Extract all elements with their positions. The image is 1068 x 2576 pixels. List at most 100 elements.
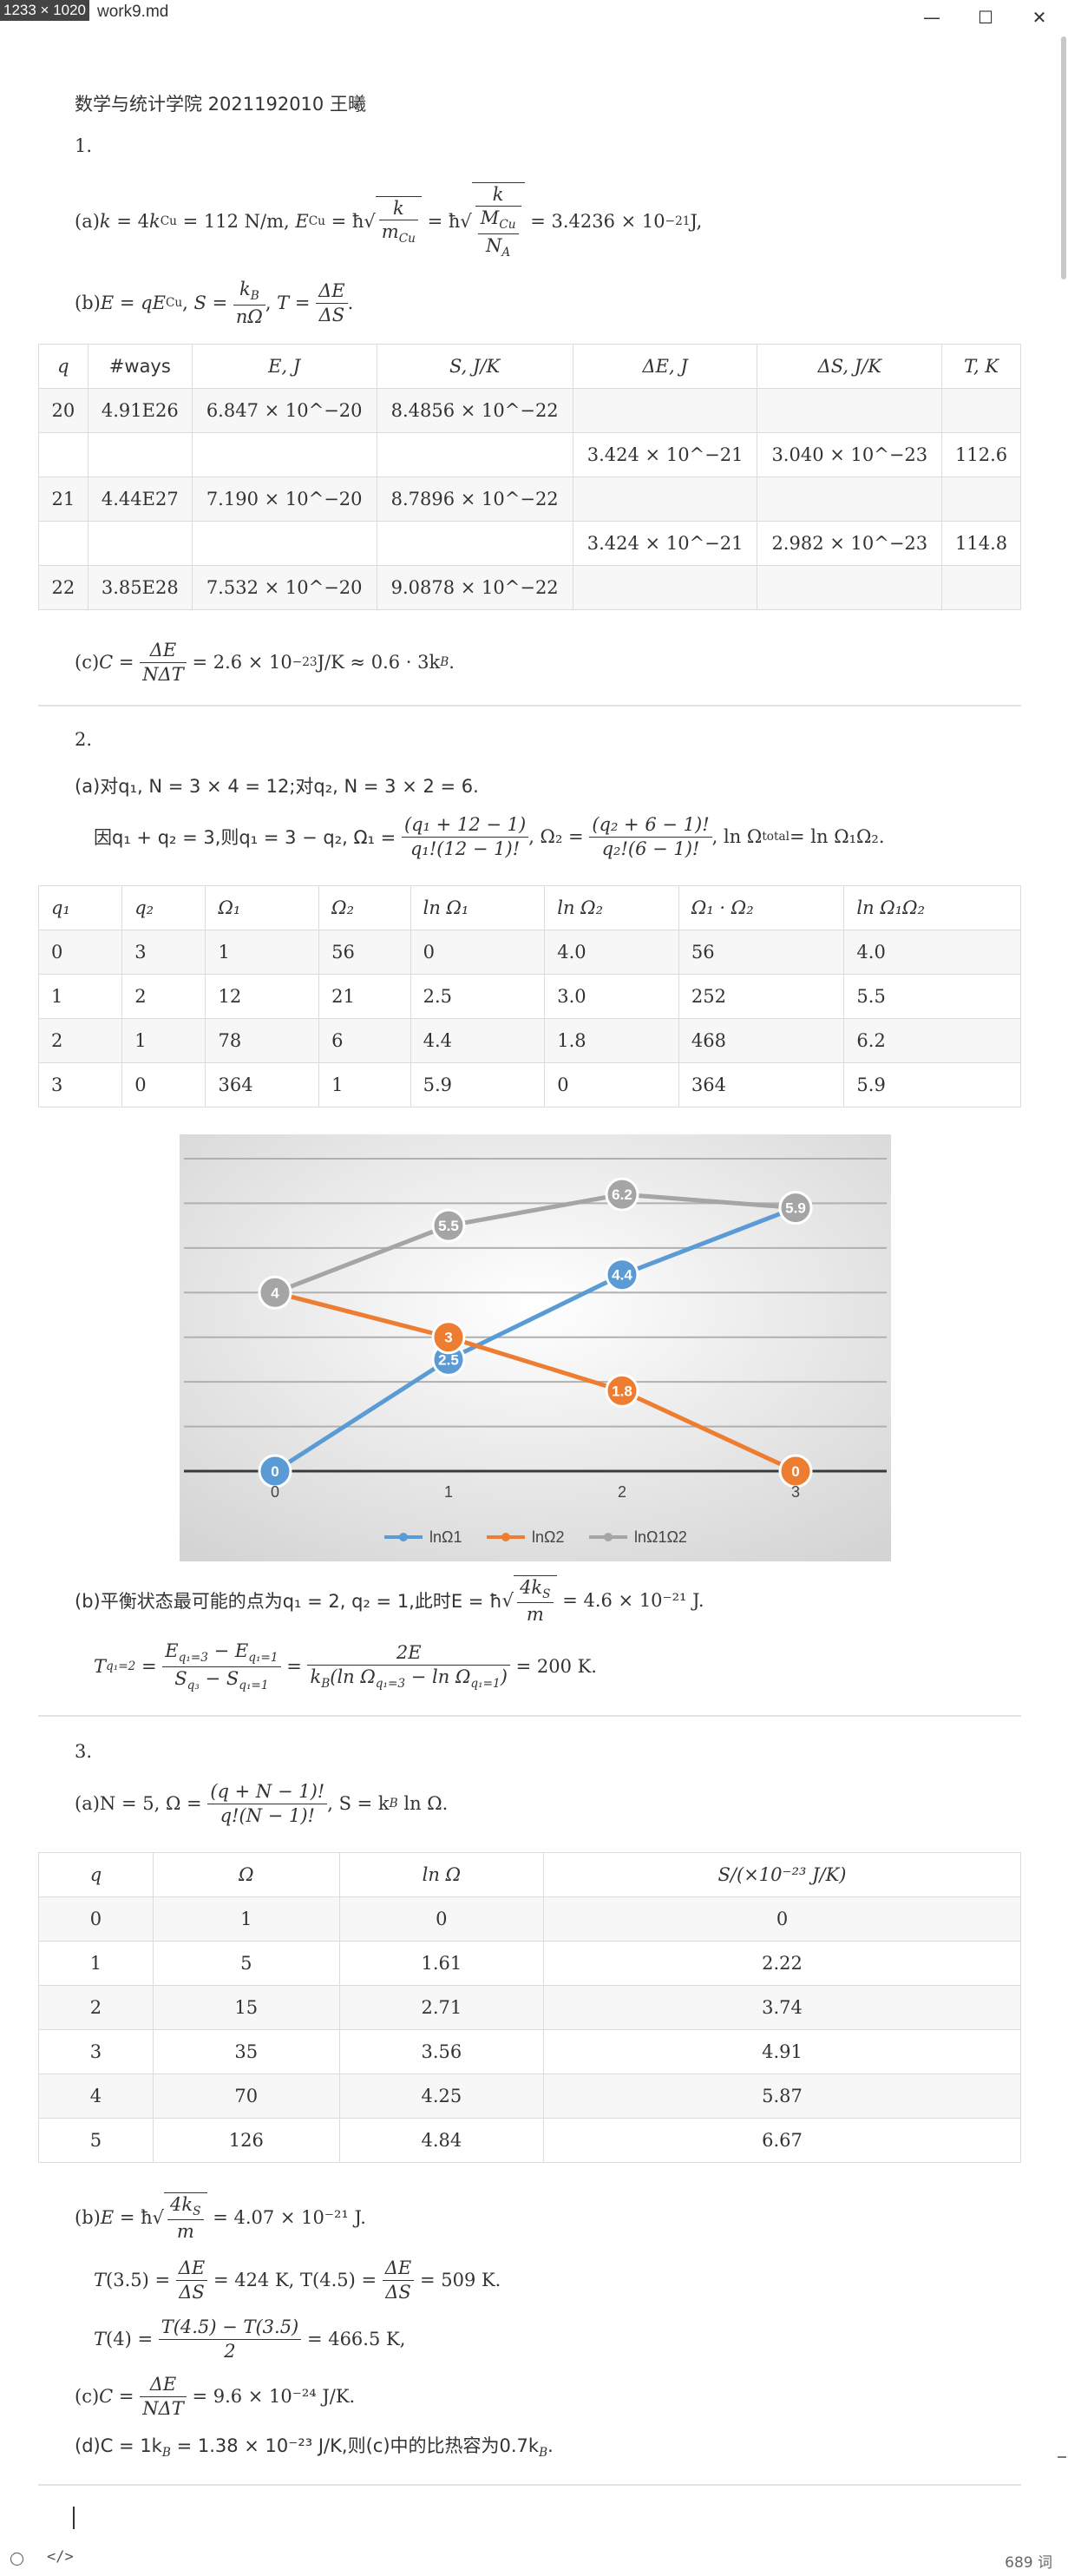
table-cell: 8.4856 × 10^−22 — [376, 388, 573, 433]
table-cell: 0 — [410, 930, 546, 975]
data-label: 5.5 — [438, 1218, 459, 1234]
table-row: 4 70 4.25 5.87 — [38, 2073, 1021, 2119]
formula-3t: T (3.5) = ΔE ΔS = 424 K, T(4.5) = ΔE ΔS = 5… — [94, 2257, 501, 2303]
table-cell: 4.44E27 — [87, 476, 193, 522]
table-cell: 4.25 — [338, 2073, 545, 2119]
table-cell: 126 — [152, 2118, 340, 2163]
table-cell: 4.91 — [543, 2029, 1021, 2074]
table-cell — [376, 521, 573, 566]
table-row: 5 126 4.84 6.67 — [38, 2118, 1021, 2163]
table-cell: 35 — [152, 2029, 340, 2074]
size-badge: 1233 × 1020 — [0, 0, 90, 21]
table-row: 0 3 1 56 0 4.0 56 4.0 — [37, 930, 1021, 975]
text-3d: (d)C = 1k — [75, 2435, 162, 2456]
table-row: 3.424 × 10^−21 3.040 × 10^−23 112.6 — [38, 432, 1021, 477]
source-code-toggle-icon[interactable]: </> — [47, 2548, 74, 2566]
table-cell — [191, 521, 377, 566]
series-line — [274, 1192, 796, 1295]
table-cell: 0 — [37, 930, 123, 975]
table-row: 21 4.44E27 7.190 × 10^−20 8.7896 × 10^−22 — [38, 476, 1021, 522]
chart-grid — [184, 1158, 887, 1473]
table-cell: 0 — [543, 1896, 1021, 1942]
table-cell: 364 — [205, 1062, 320, 1107]
scrollbar-thumb[interactable] — [1061, 36, 1066, 279]
table-cell: 12 — [205, 974, 320, 1019]
formula-3t4: T (4) = T(4.5) − T(3.5) 2 = 466.5 K, — [94, 2316, 406, 2362]
data-point — [778, 1454, 813, 1488]
col-header: q — [38, 344, 88, 389]
table-cell: 4 — [38, 2073, 154, 2119]
table-cell: 5.9 — [410, 1062, 546, 1107]
table-row: 3 35 3.56 4.91 — [38, 2029, 1021, 2074]
table-cell: 0 — [338, 1896, 545, 1942]
table-cell — [757, 476, 943, 522]
table-cell — [376, 432, 573, 477]
outline-toggle-icon[interactable] — [10, 2553, 23, 2566]
col-header: T, K — [941, 344, 1021, 389]
table-cell: 3.040 × 10^−23 — [757, 432, 943, 477]
text-3a-suffix: , S = k — [327, 1793, 390, 1814]
result-2t: = 200 K. — [515, 1656, 597, 1677]
table-row: 22 3.85E28 7.532 × 10^−20 9.0878 × 10^−22 — [38, 565, 1021, 610]
table-1: q #ways E, J S, J/K ΔE, J ΔS, J/K T, K 2… — [38, 344, 1021, 610]
table-cell: 364 — [678, 1062, 845, 1107]
data-point — [258, 1454, 292, 1488]
table-cell — [38, 432, 88, 477]
table-cell: 3.424 × 10^−21 — [572, 432, 758, 477]
result-3b: = 4.07 × 10⁻²¹ J. — [213, 2207, 366, 2228]
table-cell: 15 — [152, 1985, 340, 2030]
data-point — [605, 1373, 639, 1408]
label-c: (c) — [75, 652, 100, 673]
table-cell: 3 — [121, 930, 206, 975]
table-cell: 0 — [38, 1896, 154, 1942]
table-cell: 7.190 × 10^−20 — [191, 476, 377, 522]
table-cell — [38, 521, 88, 566]
label-a: (a) — [75, 211, 100, 232]
col-header: Ω₁ — [205, 885, 320, 930]
series-line — [274, 1290, 797, 1474]
table-row: 3.424 × 10^−21 2.982 × 10^−23 114.8 — [38, 521, 1021, 566]
table-cell — [941, 388, 1021, 433]
col-header: ln Ω₁Ω₂ — [843, 885, 1021, 930]
table-cell: 1 — [38, 1941, 154, 1986]
table-row: 2 15 2.71 3.74 — [38, 1985, 1021, 2030]
text-3t: = 424 K, T(4.5) = — [213, 2270, 377, 2290]
table-cell — [941, 476, 1021, 522]
table-cell: 1 — [37, 974, 123, 1019]
maximize-button[interactable]: ☐ — [978, 7, 993, 28]
data-label: 5.9 — [785, 1200, 806, 1217]
text-cursor[interactable] — [73, 2507, 75, 2529]
table-cell: 3.0 — [544, 974, 679, 1019]
table-row: 1 2 12 21 2.5 3.0 252 5.5 — [37, 974, 1021, 1019]
formula-3c: (c) C = ΔE NΔT = 9.6 × 10⁻²⁴ J/K. — [75, 2374, 356, 2419]
close-button[interactable]: ✕ — [1032, 7, 1047, 28]
col-header: Ω — [152, 1852, 340, 1897]
col-header: q₁ — [37, 885, 123, 930]
divider — [38, 1715, 1021, 1717]
data-label: 6.2 — [612, 1186, 632, 1203]
col-header: E, J — [191, 344, 377, 389]
legend-marker — [399, 1533, 408, 1541]
table-cell: 7.532 × 10^−20 — [191, 565, 377, 610]
col-header: S, J/K — [376, 344, 573, 389]
table-cell: 70 — [152, 2073, 340, 2119]
table-cell: 3.85E28 — [87, 565, 193, 610]
table-cell: 2 — [37, 1018, 123, 1063]
col-header: ΔS, J/K — [757, 344, 943, 389]
table-cell: 4.0 — [544, 930, 679, 975]
formula-3b: (b) E = ħ√ 4kS m = 4.07 × 10⁻²¹ J. — [75, 2192, 366, 2242]
table-cell: 21 — [318, 974, 411, 1019]
minimize-button[interactable]: — — [923, 7, 940, 28]
table-cell: 3 — [38, 2029, 154, 2074]
data-label: 3 — [444, 1330, 452, 1346]
data-label: 2.5 — [438, 1351, 459, 1368]
data-point — [778, 1191, 813, 1226]
table-cell: 6 — [318, 1018, 411, 1063]
table-cell — [87, 432, 193, 477]
data-point — [605, 1258, 639, 1292]
label-b: (b) — [75, 292, 101, 313]
formula-1a: (a) k = 4 k Cu = 112 N/m, E Cu = ħ√ k mCu = ħ… — [75, 182, 703, 260]
formula-2a: 因q₁ + q₂ = 3,则q₁ = 3 − q₂, Ω₁ = (q₁ + 12… — [94, 814, 885, 859]
data-point — [431, 1320, 466, 1355]
table-cell: 468 — [678, 1018, 845, 1063]
